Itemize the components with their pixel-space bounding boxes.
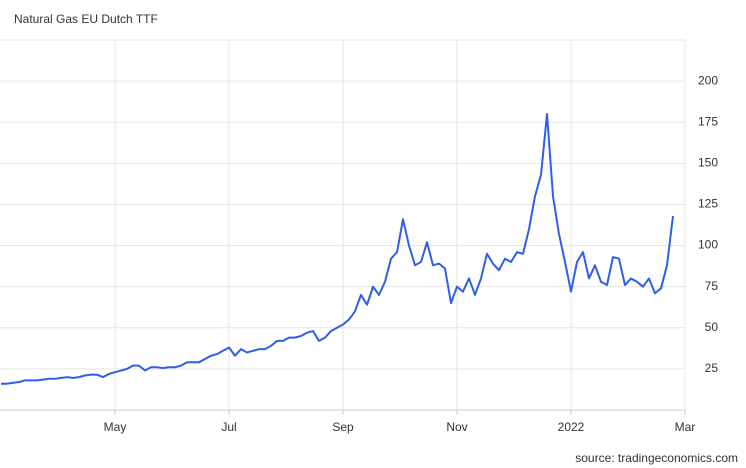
y-tick-label: 200 bbox=[698, 73, 718, 87]
y-tick-label: 50 bbox=[705, 320, 719, 334]
price-line bbox=[1, 113, 674, 385]
x-tick-label: Mar bbox=[675, 420, 696, 434]
y-tick-label: 125 bbox=[698, 197, 718, 211]
x-tick-label: Nov bbox=[446, 420, 467, 434]
x-tick-label: Jul bbox=[221, 420, 236, 434]
y-tick-label: 75 bbox=[705, 279, 719, 293]
y-tick-label: 100 bbox=[698, 238, 718, 252]
y-tick-label: 25 bbox=[705, 361, 719, 375]
chart-title: Natural Gas EU Dutch TTF bbox=[14, 12, 158, 26]
source-note: source: tradingeconomics.com bbox=[575, 451, 738, 465]
x-tick-label: May bbox=[104, 420, 127, 434]
y-tick-label: 175 bbox=[698, 114, 718, 128]
y-tick-label: 150 bbox=[698, 156, 718, 170]
x-tick-label: Sep bbox=[332, 420, 354, 434]
x-tick-label: 2022 bbox=[558, 420, 585, 434]
